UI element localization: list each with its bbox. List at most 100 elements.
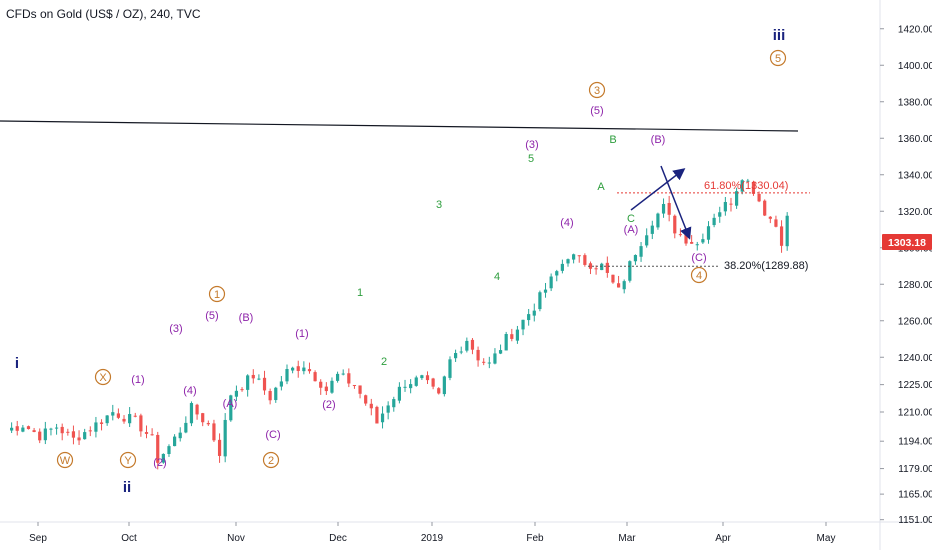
wave-label-30: 4 bbox=[494, 271, 500, 283]
candle-body bbox=[94, 422, 98, 432]
candle-body bbox=[656, 213, 660, 228]
candle-body bbox=[701, 239, 705, 243]
candle-body bbox=[122, 418, 126, 422]
wave-label-7: 2 bbox=[268, 455, 274, 467]
candle-body bbox=[88, 430, 92, 432]
candle-body bbox=[482, 361, 486, 363]
candle-body bbox=[549, 276, 553, 289]
y-tick-label: 1179.00 bbox=[898, 464, 932, 475]
candle-body bbox=[10, 427, 14, 431]
candle-body bbox=[319, 381, 323, 388]
wave-label-26: (C) bbox=[691, 252, 706, 264]
candle-body bbox=[740, 180, 744, 192]
x-tick-label: Feb bbox=[526, 533, 544, 544]
x-tick-label: Nov bbox=[227, 533, 245, 544]
candle-body bbox=[99, 422, 104, 424]
candle-body bbox=[111, 412, 115, 416]
candle-body bbox=[150, 434, 154, 436]
y-tick-label: 1210.00 bbox=[898, 408, 932, 419]
candle-body bbox=[83, 432, 87, 440]
candle-body bbox=[341, 373, 345, 375]
resistance-trendline bbox=[0, 120, 799, 132]
candle-body bbox=[729, 203, 733, 205]
candle-body bbox=[555, 271, 559, 276]
candle-body bbox=[139, 415, 143, 432]
y-tick-label: 1360.00 bbox=[898, 134, 932, 145]
candle-body bbox=[184, 422, 188, 433]
candle-body bbox=[431, 378, 435, 387]
candle-body bbox=[285, 369, 289, 382]
wave-label-20: (2) bbox=[322, 399, 335, 411]
y-tick-label: 1165.00 bbox=[898, 490, 932, 501]
chart-title: CFDs on Gold (US$ / OZ), 240, TVC bbox=[6, 7, 201, 21]
x-tick-label: Dec bbox=[329, 533, 347, 544]
candle-body bbox=[690, 241, 694, 244]
x-tick-label: Mar bbox=[618, 533, 636, 544]
wave-label-31: 5 bbox=[528, 153, 534, 165]
wave-label-4-ring bbox=[94, 368, 112, 386]
candle-body bbox=[588, 263, 593, 269]
candle-body bbox=[364, 395, 368, 404]
candle-body bbox=[128, 414, 132, 424]
wave-label-18: (C) bbox=[265, 429, 280, 441]
candle-body bbox=[156, 434, 160, 463]
candle-body bbox=[246, 375, 250, 390]
candle-body bbox=[723, 201, 727, 212]
wave-label-4: X bbox=[99, 372, 107, 384]
candle-body bbox=[262, 377, 267, 391]
candle-body bbox=[212, 423, 216, 441]
candle-body bbox=[628, 261, 632, 281]
candle-body bbox=[695, 244, 699, 246]
candle-body bbox=[510, 334, 514, 339]
candle-body bbox=[448, 359, 452, 378]
wave-label-5: Y bbox=[124, 455, 132, 467]
candle-body bbox=[746, 180, 750, 182]
candle-body bbox=[470, 339, 475, 350]
candle-body bbox=[257, 378, 261, 380]
candle-body bbox=[229, 395, 233, 421]
wave-label-9: 4 bbox=[696, 270, 702, 282]
y-tick-label: 1320.00 bbox=[898, 207, 932, 218]
candle-body bbox=[476, 349, 480, 361]
candle-body bbox=[307, 369, 312, 372]
wave-label-19: (1) bbox=[295, 328, 308, 340]
projection-arrow-down bbox=[660, 165, 692, 240]
candle-body bbox=[347, 373, 351, 384]
candle-body bbox=[60, 426, 64, 434]
candle-body bbox=[639, 246, 643, 257]
wave-label-8-ring bbox=[588, 81, 606, 99]
candle-body bbox=[605, 262, 609, 273]
candle-body bbox=[594, 268, 598, 270]
candle-body bbox=[133, 415, 137, 417]
wave-label-23: (5) bbox=[590, 105, 603, 117]
y-tick-label: 1240.00 bbox=[898, 353, 932, 364]
wave-label-16: (A) bbox=[223, 398, 238, 410]
wave-label-28: 2 bbox=[381, 356, 387, 368]
candle-body bbox=[178, 432, 182, 439]
wave-labels: iiiiiiWXY12345(1)(2)(3)(4)(5)(A)(B)(C)(1… bbox=[15, 27, 787, 496]
candle-body bbox=[684, 234, 688, 244]
candle-body bbox=[420, 375, 424, 379]
candle-body bbox=[66, 431, 70, 433]
y-tick-label: 1194.00 bbox=[898, 437, 932, 448]
y-tick-label: 1225.00 bbox=[898, 380, 932, 391]
candle-body bbox=[774, 219, 778, 227]
y-tick-label: 1380.00 bbox=[898, 97, 932, 108]
candle-body bbox=[217, 439, 222, 456]
candle-body bbox=[105, 415, 109, 424]
candle-body bbox=[454, 353, 458, 359]
candle-body bbox=[397, 386, 401, 401]
candle-body bbox=[369, 403, 373, 409]
candle-body bbox=[43, 428, 47, 441]
x-tick-label: Oct bbox=[121, 533, 137, 544]
wave-label-27: 1 bbox=[357, 287, 363, 299]
candle-body bbox=[504, 334, 508, 351]
wave-label-14: (4) bbox=[183, 385, 196, 397]
x-tick-label: May bbox=[817, 533, 836, 544]
wave-label-8: 3 bbox=[594, 85, 600, 97]
wave-label-3: W bbox=[60, 455, 71, 467]
candle-body bbox=[712, 217, 716, 226]
wave-label-34: C bbox=[627, 213, 635, 225]
